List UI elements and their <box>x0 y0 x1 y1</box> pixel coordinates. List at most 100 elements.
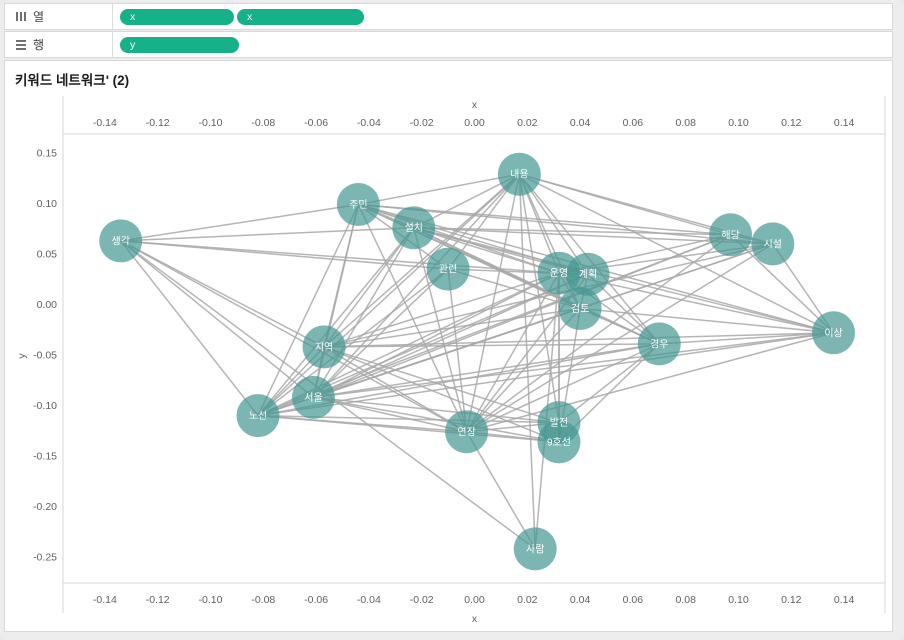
x-axis-tick-bottom: -0.08 <box>251 594 275 606</box>
x-axis-tick-bottom: 0.00 <box>464 594 485 606</box>
network-edge <box>465 174 521 432</box>
network-edge <box>313 272 560 399</box>
network-node-label: 지역 <box>315 341 333 353</box>
network-node-주민[interactable] <box>336 183 380 227</box>
x-axis-tick-top: -0.02 <box>410 117 434 129</box>
columns-shelf-header: 열 <box>5 4 113 29</box>
rows-shelf-header: 행 <box>5 32 113 57</box>
rows-shelf-label: 행 <box>33 38 45 52</box>
x-axis-tick-bottom: -0.14 <box>93 594 117 606</box>
network-edge <box>466 243 774 433</box>
network-edge <box>312 227 415 398</box>
network-node-설치[interactable] <box>392 206 436 250</box>
network-node-label: 9호선 <box>547 436 571 448</box>
network-node-label: 생각 <box>112 235 130 247</box>
network-node-지역[interactable] <box>302 325 346 369</box>
network-node-내용[interactable] <box>497 152 541 196</box>
network-edge <box>323 307 581 348</box>
x-axis-tick-bottom: -0.06 <box>304 594 328 606</box>
network-node-해당[interactable] <box>709 213 753 257</box>
columns-pill-x1[interactable]: x <box>120 8 234 25</box>
network-node-label: 주민 <box>349 199 367 211</box>
x-axis-tick-bottom: -0.10 <box>199 594 223 606</box>
columns-pill-x2[interactable]: x <box>237 8 364 25</box>
network-edge <box>466 234 732 433</box>
network-edge <box>323 346 467 433</box>
x-axis-tick-top: 0.14 <box>834 117 855 129</box>
y-axis-tick: -0.10 <box>33 400 57 412</box>
network-edge <box>120 240 314 399</box>
x-axis-tick-bottom: 0.02 <box>517 594 538 606</box>
x-axis-tick-top: 0.00 <box>464 117 485 129</box>
x-axis-tick-bottom: 0.04 <box>570 594 591 606</box>
x-axis-tick-top: 0.02 <box>517 117 538 129</box>
network-node-사람[interactable] <box>513 527 557 571</box>
network-node-서울[interactable] <box>291 375 335 419</box>
x-axis-tick-top: -0.14 <box>93 117 117 129</box>
network-edge <box>519 173 834 334</box>
network-node-label: 시설 <box>764 238 782 250</box>
x-axis-label-bottom: x <box>472 613 478 625</box>
network-edge <box>323 346 560 424</box>
network-edge <box>357 204 468 433</box>
y-axis-tick: 0.15 <box>37 148 58 160</box>
columns-shelf[interactable]: 열 x x <box>4 3 893 30</box>
network-node-label: 노선 <box>249 410 267 422</box>
network-edge <box>257 173 520 417</box>
x-axis-label-top: x <box>472 99 478 111</box>
y-axis-tick: 0.00 <box>37 299 58 311</box>
columns-icon <box>16 12 26 21</box>
y-axis-tick: -0.25 <box>33 552 57 564</box>
network-edge <box>313 343 660 399</box>
network-node-label: 검토 <box>571 303 589 315</box>
network-edge <box>730 234 835 334</box>
network-edge <box>120 226 414 242</box>
network-edge <box>120 240 325 348</box>
network-node-계획[interactable] <box>566 252 610 296</box>
network-edge <box>465 431 536 550</box>
network-edge <box>120 240 259 417</box>
x-axis-tick-bottom: 0.12 <box>781 594 802 606</box>
network-edge <box>413 227 560 274</box>
rows-shelf[interactable]: 행 y <box>4 31 893 58</box>
x-axis-tick-bottom: 0.06 <box>623 594 644 606</box>
columns-pill-area: x x <box>113 4 364 29</box>
network-edge <box>257 414 560 443</box>
network-node-label: 관련 <box>439 264 457 276</box>
network-edge <box>465 272 560 433</box>
x-axis-tick-top: 0.06 <box>623 117 644 129</box>
network-edge <box>580 307 834 334</box>
network-edge <box>120 240 560 274</box>
keyword-network-plot[interactable]: x x y -0.14 -0.14 -0.12 -0.12 -0.10 -0.10 -0.08 -0… <box>5 61 892 631</box>
network-node-경우[interactable] <box>637 322 681 366</box>
columns-shelf-label: 열 <box>33 10 45 24</box>
network-node-label: 경우 <box>650 337 668 350</box>
network-node-label: 서울 <box>304 392 322 404</box>
network-node-검토[interactable] <box>558 287 602 331</box>
rows-icon <box>16 39 26 50</box>
network-node-노선[interactable] <box>236 394 280 438</box>
network-edge <box>518 174 536 549</box>
network-edge <box>323 227 415 348</box>
network-edge <box>413 226 731 236</box>
network-edge <box>120 240 467 433</box>
y-axis-tick: -0.05 <box>33 350 57 362</box>
network-node-연장[interactable] <box>445 410 489 454</box>
network-edge <box>120 203 359 242</box>
network-node-label: 연장 <box>457 426 475 438</box>
rows-pill-y[interactable]: y <box>120 36 239 53</box>
network-node-이상[interactable] <box>812 311 856 355</box>
x-axis-tick-top: -0.10 <box>199 117 223 129</box>
network-node-관련[interactable] <box>426 247 470 291</box>
network-node-label: 운영 <box>550 268 568 280</box>
network-edge <box>466 343 660 433</box>
network-edge <box>323 332 834 348</box>
network-edge <box>323 272 560 348</box>
network-node-label: 이상 <box>824 327 842 339</box>
network-node-생각[interactable] <box>99 219 143 263</box>
network-node-시설[interactable] <box>751 222 795 266</box>
network-edge <box>323 243 773 348</box>
network-node-9호선[interactable] <box>537 420 581 464</box>
x-axis-tick-bottom: 0.14 <box>834 594 855 606</box>
